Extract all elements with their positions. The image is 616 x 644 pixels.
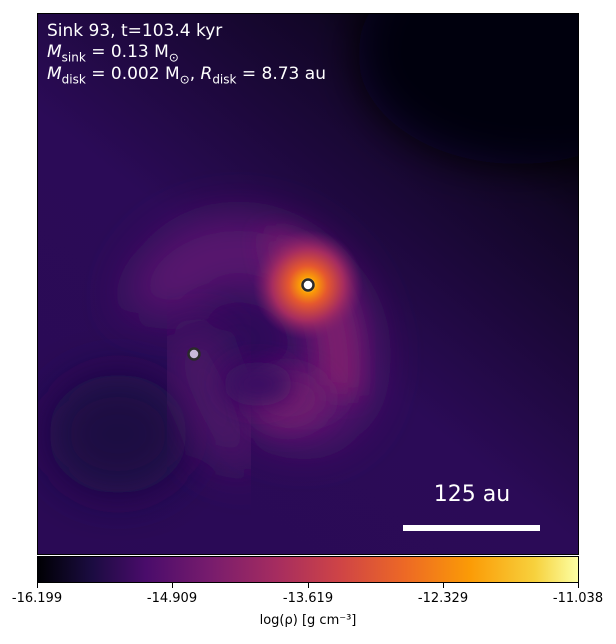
colorbar-tick bbox=[172, 583, 173, 588]
colorbar-tick bbox=[37, 583, 38, 588]
colorbar-tick-label: -14.909 bbox=[146, 591, 198, 606]
density-map bbox=[37, 13, 579, 555]
sink-title: Sink 93, t=103.4 kyr bbox=[47, 21, 223, 41]
scale-bar bbox=[403, 525, 540, 531]
colorbar-tick bbox=[443, 583, 444, 588]
colorbar-label: log(ρ) [g cm⁻³] bbox=[259, 613, 357, 628]
colorbar-tick-label: -13.619 bbox=[282, 591, 334, 606]
density-image bbox=[38, 14, 578, 554]
colorbar-tick-label: -12.329 bbox=[417, 591, 469, 606]
scale-bar-label: 125 au bbox=[433, 482, 511, 507]
colorbar-tick-label: -16.199 bbox=[11, 591, 63, 606]
colorbar-tick bbox=[578, 583, 579, 588]
primary-sink-marker bbox=[301, 278, 315, 292]
secondary-sink-marker bbox=[187, 347, 201, 361]
colorbar-tick bbox=[308, 583, 309, 588]
colorbar-tick-label: -11.038 bbox=[552, 591, 604, 606]
colorbar bbox=[37, 556, 579, 583]
sink-mass: Msink = 0.13 M⊙ bbox=[47, 42, 179, 65]
disk-properties: Mdisk = 0.002 M⊙, Rdisk = 8.73 au bbox=[47, 64, 326, 87]
